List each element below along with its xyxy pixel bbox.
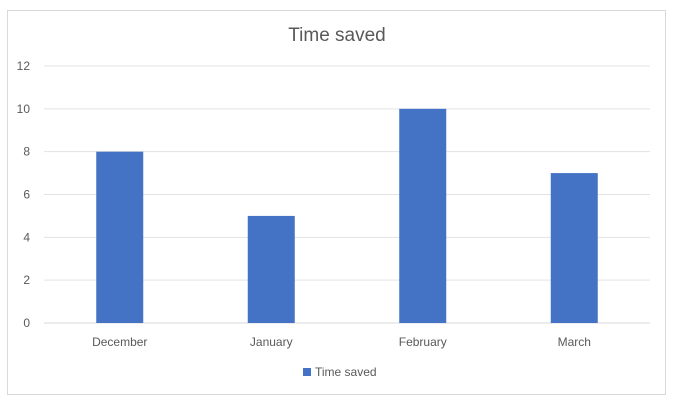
y-tick-label: 0 [23,316,30,330]
chart-title: Time saved [288,25,386,46]
y-tick-label: 6 [23,188,30,202]
x-tick-label: March [558,335,591,349]
legend: Time saved [303,365,377,379]
gridlines [44,65,650,324]
y-axis-ticks: 0 2 4 6 8 10 12 [17,59,31,330]
bar [399,108,447,323]
y-tick-label: 8 [23,145,30,159]
bar [550,173,598,323]
y-tick-label: 10 [17,102,31,116]
x-tick-label: December [92,335,147,349]
bar [96,151,144,323]
bars [96,108,598,323]
x-axis-ticks: December January February March [92,335,591,349]
legend-label: Time saved [315,365,377,379]
bar [247,215,295,323]
x-tick-label: February [399,335,447,349]
y-tick-label: 12 [17,59,31,73]
y-tick-label: 4 [23,230,30,244]
x-tick-label: January [250,335,293,349]
legend-swatch [303,368,311,376]
y-tick-label: 2 [23,273,30,287]
